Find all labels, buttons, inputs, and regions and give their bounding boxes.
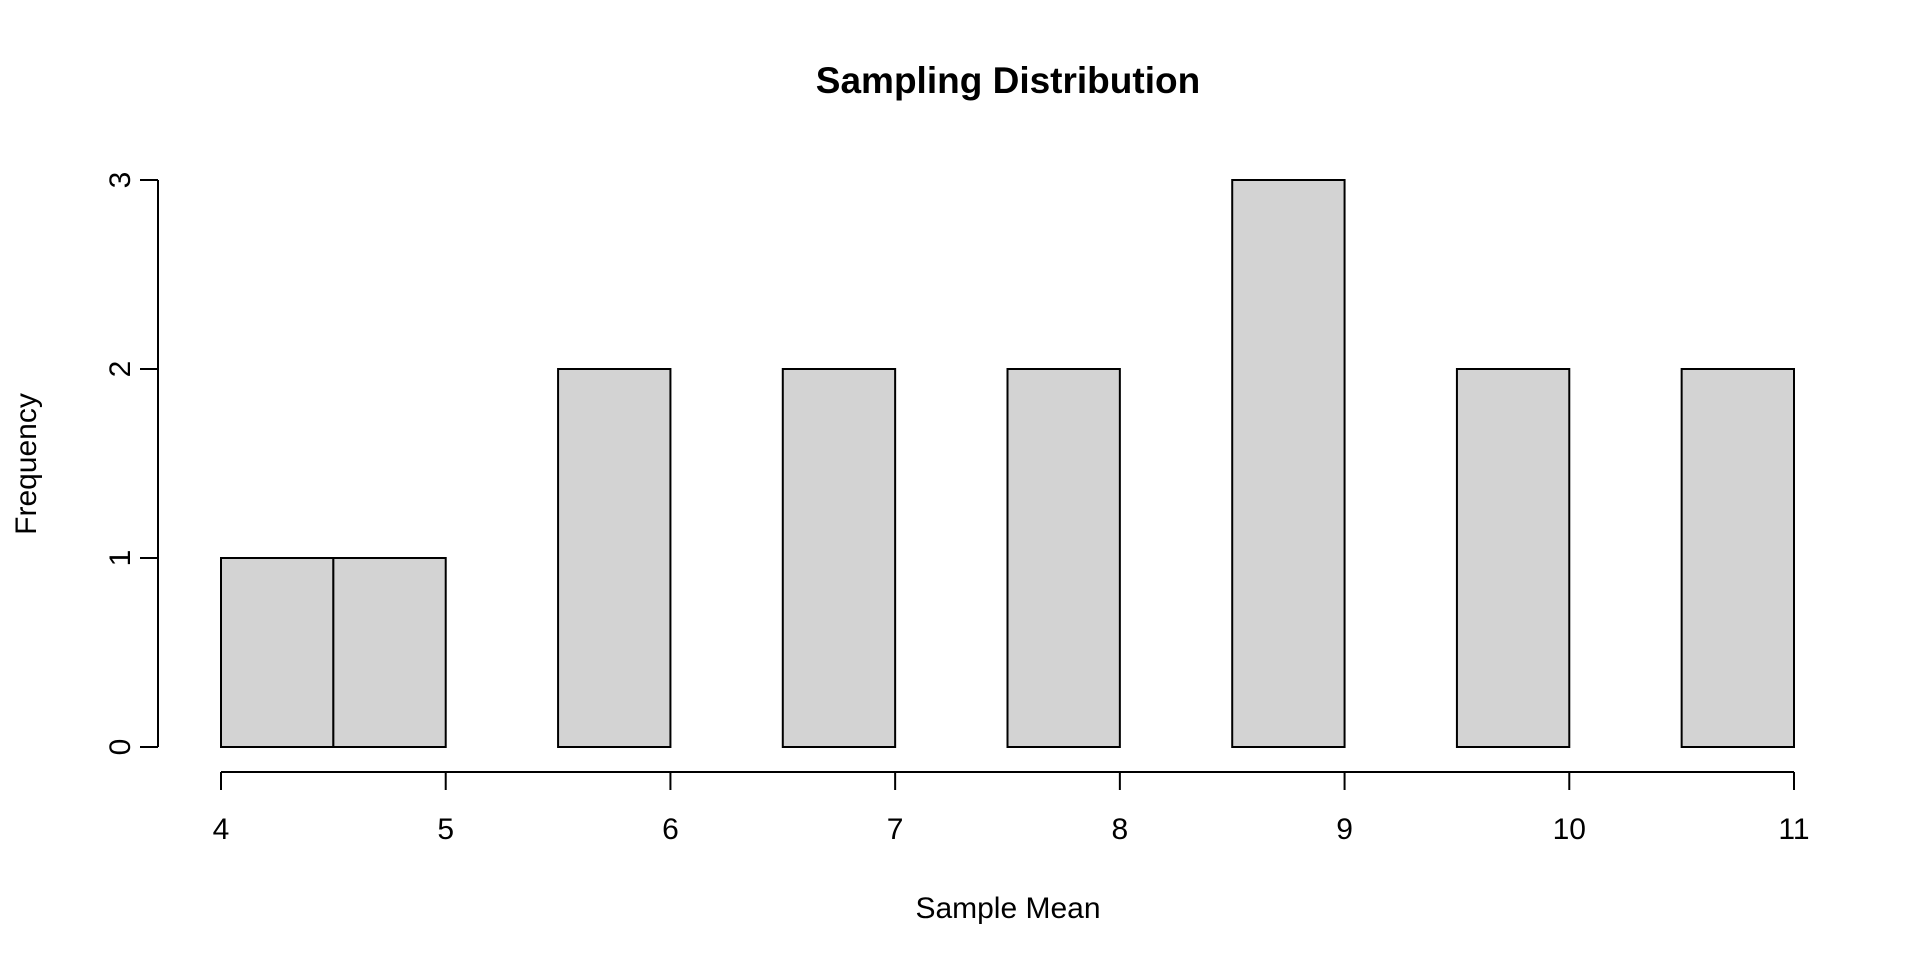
histogram-bar-3 (557, 368, 672, 748)
x-tick-label-1: 5 (437, 813, 454, 846)
x-tick-label-4: 8 (1112, 813, 1129, 846)
x-tick-label-7: 11 (1778, 813, 1809, 846)
x-tick-label-2: 6 (662, 813, 679, 846)
x-tick-label-3: 7 (887, 813, 904, 846)
y-tick-label-1: 1 (104, 550, 137, 567)
x-tick-label-5: 9 (1336, 813, 1353, 846)
x-tick-label-6: 10 (1553, 813, 1586, 846)
y-tick-label-0: 0 (104, 739, 137, 756)
histogram-bar-1 (332, 557, 447, 748)
histogram-bar-11 (1455, 368, 1571, 748)
y-axis: 0 1 2 3 (104, 172, 159, 756)
histogram-bar-5 (781, 368, 897, 748)
histogram-bar-0 (220, 557, 335, 748)
histogram-bars (220, 179, 1795, 748)
x-axis-label: Sample Mean (915, 892, 1100, 925)
y-tick-label-3: 3 (104, 172, 137, 189)
x-tick-label-0: 4 (213, 813, 230, 846)
histogram-bar-13 (1680, 368, 1795, 748)
histogram-bar-9 (1231, 179, 1346, 748)
y-tick-label-2: 2 (104, 361, 137, 378)
chart-title: Sampling Distribution (816, 60, 1200, 101)
histogram-bar-7 (1006, 368, 1121, 748)
x-axis: 4 5 6 7 8 9 10 11 (213, 771, 1810, 846)
y-axis-label: Frequency (10, 393, 43, 535)
